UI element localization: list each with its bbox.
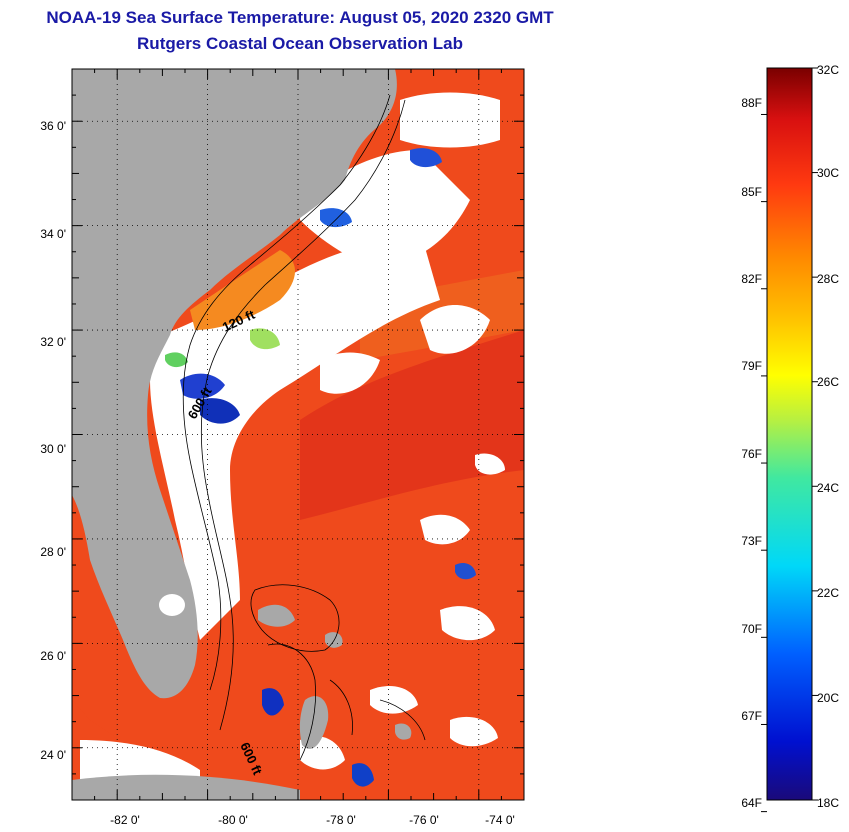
lat-label: 24 0'	[40, 748, 66, 762]
lon-label: -80 0'	[218, 813, 248, 827]
land-mass-us	[72, 69, 397, 699]
cb-c-label: 20C	[817, 691, 839, 705]
cb-c-label: 24C	[817, 481, 839, 495]
latitude-labels: 36 0' 34 0' 32 0' 30 0' 28 0' 26 0' 24 0…	[40, 119, 66, 762]
lon-label: -74 0'	[485, 813, 515, 827]
lat-label: 28 0'	[40, 545, 66, 559]
cb-f-label: 79F	[741, 359, 762, 373]
cb-f-label: 82F	[741, 272, 762, 286]
colorbar: 88F 85F 82F 79F 76F 73F 70F 67F 64F 32C …	[741, 63, 839, 813]
cb-f-label: 85F	[741, 185, 762, 199]
cb-f-label: 88F	[741, 96, 762, 110]
lat-label: 30 0'	[40, 442, 66, 456]
lat-label: 34 0'	[40, 227, 66, 241]
longitude-labels: -82 0' -80 0' -78 0' -76 0' -74 0'	[110, 813, 515, 827]
lon-label: -76 0'	[409, 813, 439, 827]
lon-label: -78 0'	[326, 813, 356, 827]
map-subtitle: Rutgers Coastal Ocean Observation Lab	[137, 34, 463, 53]
cb-c-label: 26C	[817, 375, 839, 389]
map-title: NOAA-19 Sea Surface Temperature: August …	[46, 8, 554, 27]
map-gridlines	[72, 69, 524, 800]
cb-f-label: 70F	[741, 622, 762, 636]
lat-label: 26 0'	[40, 649, 66, 663]
cb-c-label: 28C	[817, 272, 839, 286]
cb-c-label: 18C	[817, 796, 839, 810]
bahamas-island	[299, 696, 329, 749]
colorbar-ticks	[761, 67, 818, 813]
cb-f-label: 73F	[741, 534, 762, 548]
cb-c-label: 32C	[817, 63, 839, 77]
map-area	[72, 69, 524, 800]
lat-label: 36 0'	[40, 119, 66, 133]
cb-f-label: 67F	[741, 709, 762, 723]
colorbar-fahrenheit-labels: 88F 85F 82F 79F 76F 73F 70F 67F 64F	[741, 96, 762, 810]
cb-f-label: 64F	[741, 796, 762, 810]
lat-label: 32 0'	[40, 335, 66, 349]
lake-okeechobee	[159, 594, 185, 616]
cb-f-label: 76F	[741, 447, 762, 461]
bathymetry-contours	[182, 94, 426, 761]
colorbar-gradient	[766, 67, 813, 801]
cb-c-label: 30C	[817, 166, 839, 180]
bahamas-island	[258, 604, 295, 627]
colorbar-celsius-labels: 32C 30C 28C 26C 24C 22C 20C 18C	[817, 63, 839, 810]
land-mass-cuba	[72, 774, 300, 800]
map-ticks	[72, 68, 525, 800]
cb-c-label: 22C	[817, 586, 839, 600]
coastal-warm-plume	[190, 250, 295, 330]
lon-label: -82 0'	[110, 813, 140, 827]
cloud-cover-coastal	[150, 230, 440, 640]
